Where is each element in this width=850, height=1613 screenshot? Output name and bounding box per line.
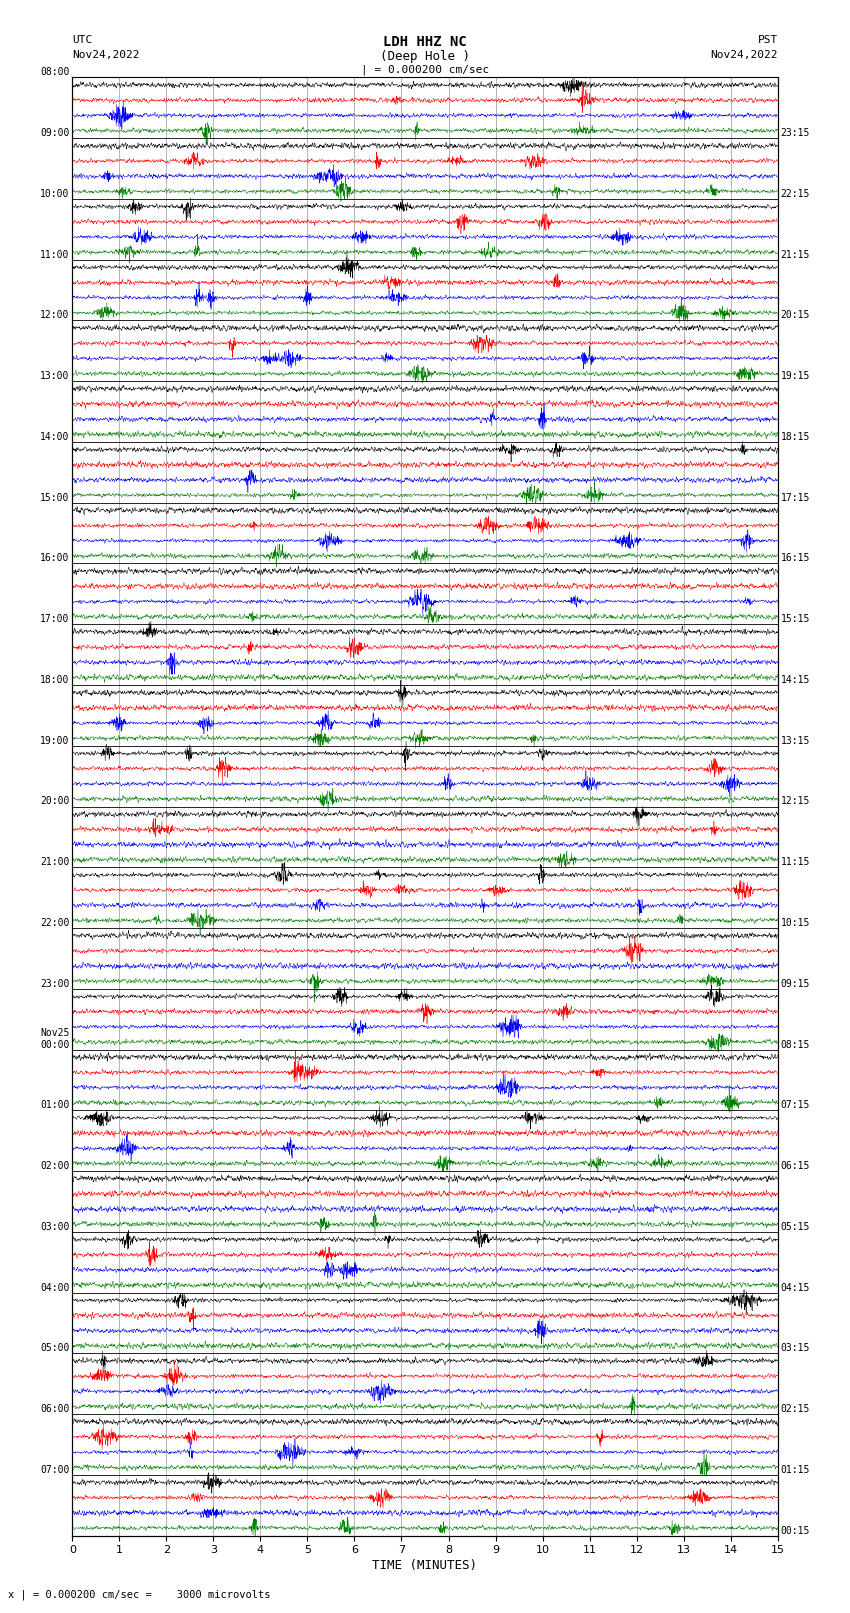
Text: x | = 0.000200 cm/sec =    3000 microvolts: x | = 0.000200 cm/sec = 3000 microvolts: [8, 1589, 271, 1600]
Text: LDH HHZ NC: LDH HHZ NC: [383, 35, 467, 50]
Text: Nov24,2022: Nov24,2022: [72, 50, 139, 60]
Text: | = 0.000200 cm/sec: | = 0.000200 cm/sec: [361, 65, 489, 76]
Text: UTC: UTC: [72, 35, 93, 45]
X-axis label: TIME (MINUTES): TIME (MINUTES): [372, 1560, 478, 1573]
Text: (Deep Hole ): (Deep Hole ): [380, 50, 470, 63]
Text: Nov24,2022: Nov24,2022: [711, 50, 778, 60]
Text: PST: PST: [757, 35, 778, 45]
